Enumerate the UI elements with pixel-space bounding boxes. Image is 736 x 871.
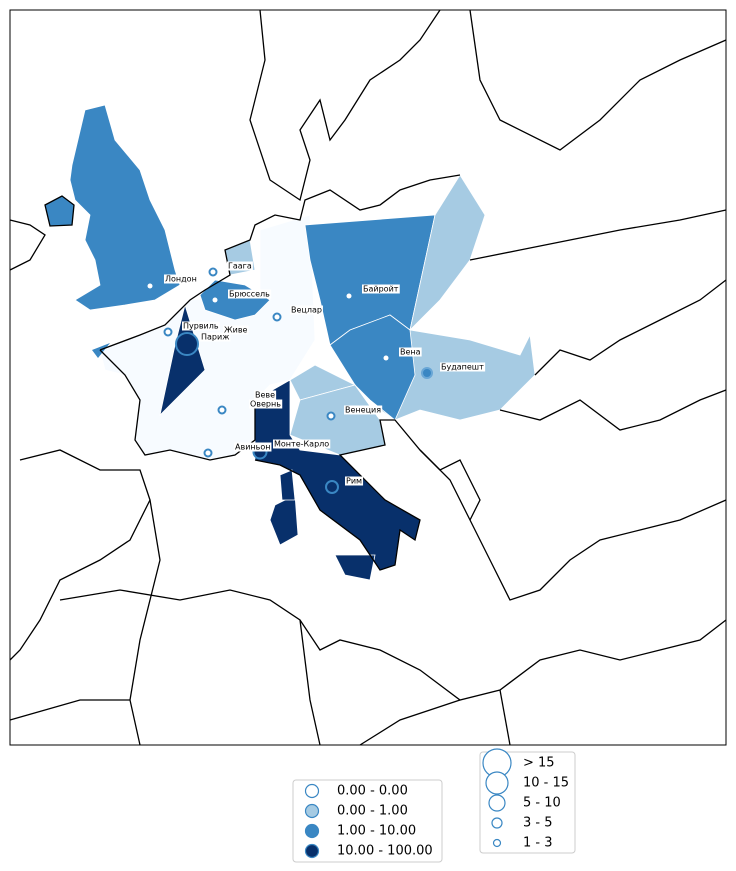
- border: [534, 279, 727, 376]
- legend-swatch: [304, 843, 320, 859]
- legend-size-swatch: [492, 838, 502, 848]
- city-marker: [217, 405, 227, 415]
- legend-swatch: [304, 823, 320, 839]
- city-label: Вена: [400, 348, 421, 357]
- label-background: [223, 325, 249, 335]
- color-legend: 0.00 - 0.00 0.00 - 1.00 1.00 - 10.00 10.00 …: [292, 779, 443, 863]
- city-marker: [325, 480, 339, 494]
- label-background: [254, 390, 277, 400]
- city-label: Будапешт: [441, 363, 484, 372]
- city-marker: [203, 448, 213, 458]
- border: [129, 499, 161, 746]
- map-area: [9, 9, 727, 746]
- city-label: Париж: [201, 333, 229, 342]
- city-label: Вецлар: [291, 306, 322, 315]
- city-dot: [346, 293, 352, 299]
- label-background: [440, 362, 486, 372]
- label-background: [182, 321, 220, 331]
- coastline: [9, 449, 151, 661]
- label-background: [345, 476, 364, 486]
- city-label: Лондон: [165, 275, 197, 284]
- legend-swatch: [304, 783, 320, 799]
- city-label: Венеция: [345, 406, 381, 415]
- label-background: [399, 347, 422, 357]
- coastline: [249, 9, 441, 202]
- city-marker: [326, 411, 336, 421]
- city-label: Овернь: [250, 400, 281, 409]
- legend-label: > 15: [523, 756, 555, 771]
- coastline: [9, 219, 46, 271]
- legend-label: 10 - 15: [523, 776, 569, 791]
- border: [419, 449, 481, 521]
- city-label: Байройт: [363, 285, 399, 294]
- legend-swatch: [304, 803, 320, 819]
- coastline: [254, 419, 727, 601]
- border: [469, 209, 727, 261]
- city-label: Пурвиль: [183, 322, 219, 331]
- legend-label: 0.00 - 1.00: [337, 804, 408, 819]
- region: [334, 554, 376, 581]
- city-dot: [147, 283, 153, 289]
- city-label: Веве: [255, 391, 275, 400]
- city-marker: [175, 332, 199, 356]
- legend-frame: [292, 779, 443, 863]
- region: [44, 195, 75, 227]
- border: [359, 699, 461, 746]
- label-background: [164, 274, 198, 284]
- region: [289, 364, 357, 401]
- border: [299, 619, 321, 746]
- label-background: [228, 289, 272, 299]
- label-background: [200, 332, 231, 342]
- city-label: Гаага: [228, 262, 252, 271]
- label-background: [362, 284, 400, 294]
- size-legend: > 15 10 - 15 5 - 10 3 - 5 1 - 3: [479, 748, 576, 854]
- city-label: Живе: [224, 326, 248, 335]
- label-background: [227, 261, 253, 271]
- city-marker: [272, 312, 282, 322]
- coastline: [59, 589, 727, 701]
- city-label: Авиньон: [235, 443, 270, 452]
- coastline: [469, 9, 727, 151]
- legend-label: 10.00 - 100.00: [337, 844, 433, 859]
- city-dot: [383, 355, 389, 361]
- region: [279, 469, 296, 501]
- cities: Лондон Гаага Брюссель Вецлар Байройт Вен…: [147, 261, 486, 494]
- label-background: [249, 399, 283, 409]
- city-label: Брюссель: [229, 290, 270, 299]
- legend-label: 5 - 10: [523, 796, 561, 811]
- legend-size-swatch: [488, 794, 506, 812]
- border: [9, 699, 130, 721]
- region: [329, 314, 416, 421]
- border: [499, 689, 511, 746]
- city-dot: [212, 297, 218, 303]
- city-marker: [421, 367, 433, 379]
- legend-label: 1.00 - 10.00: [337, 824, 416, 839]
- legend-size-swatch: [491, 817, 503, 829]
- region: [159, 303, 206, 417]
- legend-label: 0.00 - 0.00: [337, 784, 408, 799]
- region: [69, 104, 181, 311]
- label-background: [234, 442, 272, 452]
- city-label: Монте-Карло: [274, 440, 329, 449]
- legend-label: 1 - 3: [523, 836, 553, 851]
- label-background: [344, 405, 383, 415]
- legend-size-swatch: [485, 771, 509, 795]
- city-marker: [208, 267, 218, 277]
- label-background: [290, 305, 323, 315]
- border: [499, 389, 727, 431]
- legend-label: 3 - 5: [523, 816, 553, 831]
- coastline: [99, 174, 461, 351]
- label-background: [273, 439, 331, 449]
- city-label: Рим: [346, 477, 362, 486]
- city-marker: [163, 327, 173, 337]
